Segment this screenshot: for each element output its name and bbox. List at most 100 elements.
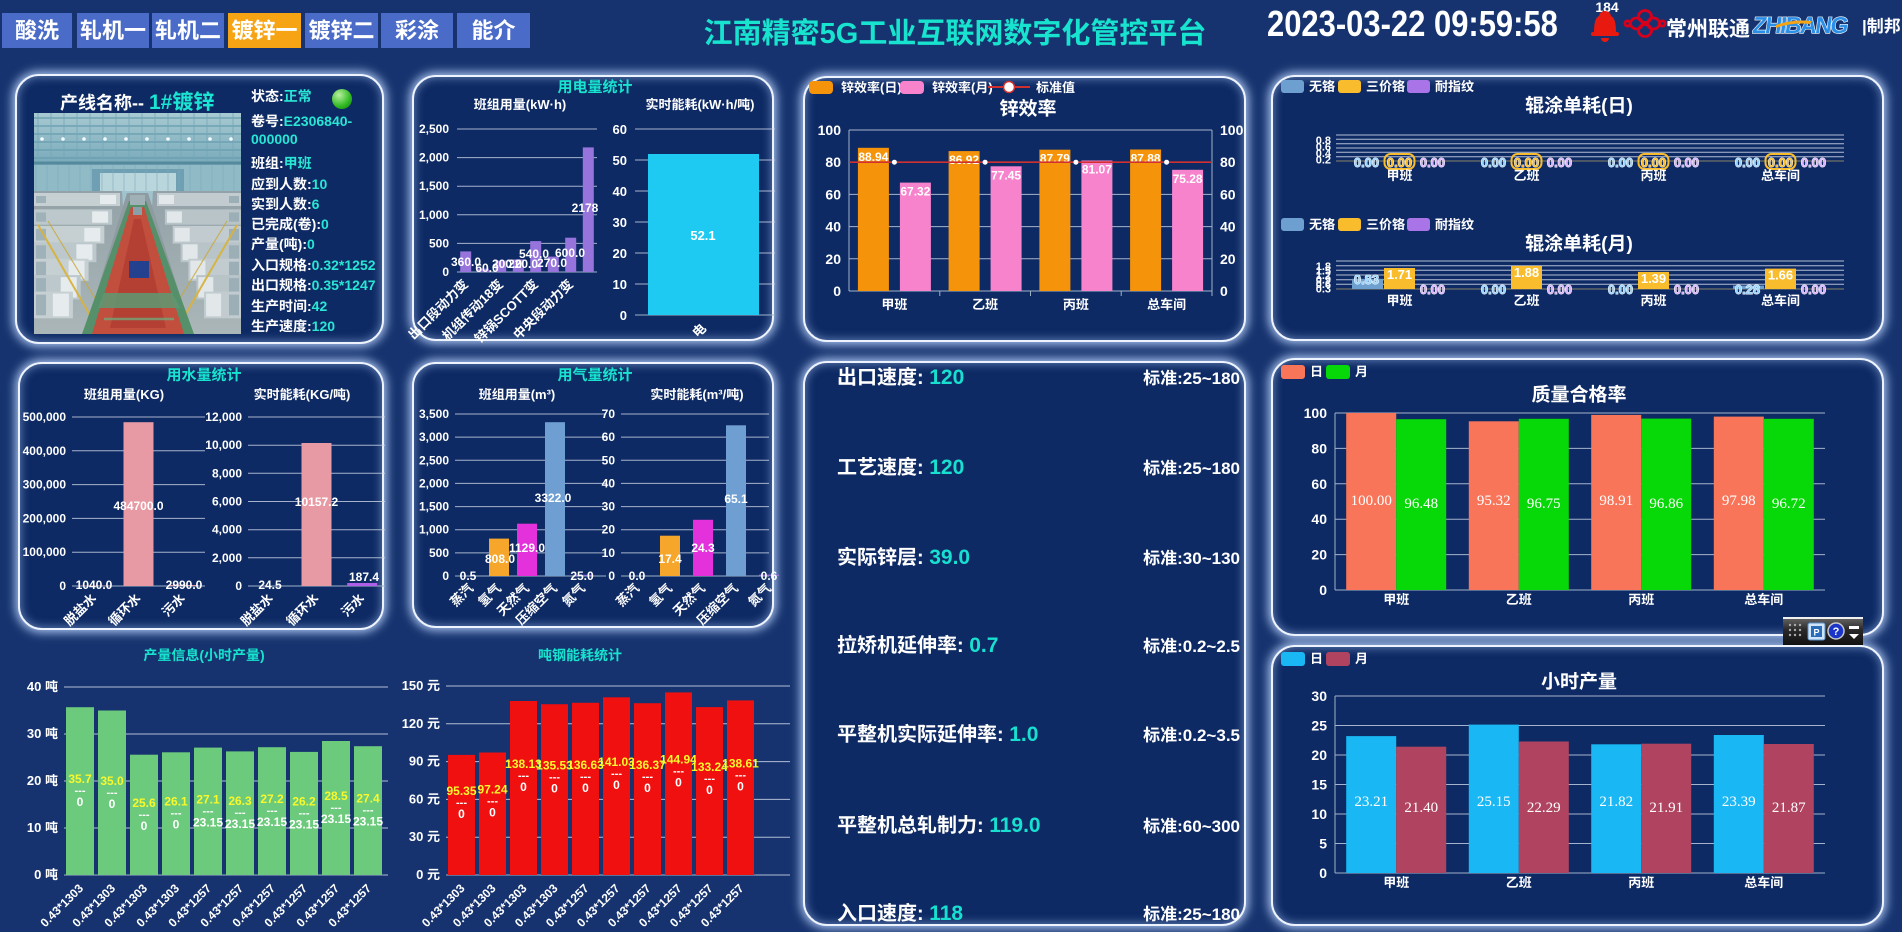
svg-text:0.00: 0.00 bbox=[1481, 282, 1506, 297]
svg-text:0: 0 bbox=[173, 818, 180, 832]
svg-text:1040.0: 1040.0 bbox=[76, 578, 113, 592]
svg-text:52.1: 52.1 bbox=[690, 228, 715, 243]
svg-text:电: 电 bbox=[689, 321, 709, 341]
svg-text:3,500: 3,500 bbox=[419, 407, 449, 421]
svg-text:23.15: 23.15 bbox=[353, 815, 383, 829]
svg-text:蒸汽: 蒸汽 bbox=[613, 581, 642, 610]
svg-text:20: 20 bbox=[1220, 251, 1236, 267]
svg-text:500: 500 bbox=[429, 546, 449, 560]
svg-text:总车间: 总车间 bbox=[1147, 297, 1186, 312]
svg-text:500: 500 bbox=[429, 236, 449, 250]
svg-text:0: 0 bbox=[1319, 582, 1327, 598]
svg-text:辊涂单耗(月): 辊涂单耗(月) bbox=[1525, 233, 1633, 255]
svg-text:0: 0 bbox=[235, 579, 242, 593]
svg-text:30 吨: 30 吨 bbox=[27, 726, 58, 741]
svg-text:30: 30 bbox=[602, 500, 616, 514]
svg-text:实时能耗(kW·h/吨): 实时能耗(kW·h/吨) bbox=[645, 97, 754, 112]
svg-text:1.2: 1.2 bbox=[1316, 270, 1331, 282]
svg-text:97.24: 97.24 bbox=[477, 783, 507, 797]
svg-text:40: 40 bbox=[1220, 219, 1236, 235]
svg-text:100: 100 bbox=[1220, 122, 1244, 138]
svg-text:21.40: 21.40 bbox=[1404, 800, 1438, 816]
svg-text:360.0: 360.0 bbox=[451, 255, 481, 269]
svg-text:脱盐水: 脱盐水 bbox=[238, 591, 276, 629]
svg-text:0: 0 bbox=[644, 781, 651, 795]
svg-text:24.5: 24.5 bbox=[258, 578, 282, 592]
svg-text:污水: 污水 bbox=[159, 591, 188, 620]
svg-text:丙班: 丙班 bbox=[1628, 875, 1654, 890]
svg-text:70: 70 bbox=[602, 407, 616, 421]
svg-text:0.00: 0.00 bbox=[1641, 155, 1666, 170]
svg-text:100,000: 100,000 bbox=[23, 545, 67, 559]
svg-text:27.1: 27.1 bbox=[196, 792, 220, 806]
svg-text:2990.0: 2990.0 bbox=[166, 578, 203, 592]
svg-text:2,500: 2,500 bbox=[419, 122, 449, 136]
svg-text:87.88: 87.88 bbox=[1131, 152, 1161, 166]
svg-text:0: 0 bbox=[608, 569, 615, 583]
svg-text:220.0: 220.0 bbox=[508, 257, 538, 271]
svg-text:96.72: 96.72 bbox=[1772, 496, 1806, 512]
svg-text:0.00: 0.00 bbox=[1768, 155, 1793, 170]
svg-text:---: --- bbox=[203, 805, 214, 817]
svg-text:100.00: 100.00 bbox=[1351, 493, 1392, 509]
svg-text:用电量统计: 用电量统计 bbox=[557, 79, 632, 96]
svg-text:0.2: 0.2 bbox=[1316, 155, 1331, 167]
svg-text:0: 0 bbox=[620, 308, 627, 323]
svg-text:138.61: 138.61 bbox=[722, 757, 759, 771]
svg-text:96.48: 96.48 bbox=[1404, 496, 1438, 512]
svg-text:150 元: 150 元 bbox=[402, 678, 440, 693]
svg-text:0: 0 bbox=[59, 579, 66, 593]
svg-text:实时能耗(m³/吨): 实时能耗(m³/吨) bbox=[650, 387, 743, 402]
svg-text:---: --- bbox=[580, 771, 591, 783]
svg-text:27.4: 27.4 bbox=[356, 792, 380, 806]
svg-text:总车间: 总车间 bbox=[1744, 875, 1783, 890]
svg-text:138.13: 138.13 bbox=[505, 757, 542, 771]
svg-text:8,000: 8,000 bbox=[212, 466, 242, 480]
svg-text:0 元: 0 元 bbox=[416, 867, 440, 882]
svg-text:三价铬: 三价铬 bbox=[1366, 217, 1405, 232]
svg-text:日: 日 bbox=[1310, 651, 1323, 666]
svg-text:20: 20 bbox=[825, 251, 841, 267]
svg-text:136.63: 136.63 bbox=[567, 758, 604, 772]
svg-text:班组用量(kW·h): 班组用量(kW·h) bbox=[474, 97, 566, 112]
svg-text:187.4: 187.4 bbox=[349, 570, 379, 584]
svg-text:0.4: 0.4 bbox=[1316, 148, 1332, 160]
svg-text:---: --- bbox=[299, 807, 310, 819]
svg-text:80: 80 bbox=[1220, 154, 1236, 170]
svg-text:80: 80 bbox=[1311, 440, 1327, 456]
svg-text:---: --- bbox=[487, 796, 498, 808]
svg-text:---: --- bbox=[518, 770, 529, 782]
svg-text:0.00: 0.00 bbox=[1608, 155, 1633, 170]
svg-text:86.92: 86.92 bbox=[949, 153, 979, 167]
svg-text:丙班: 丙班 bbox=[1640, 168, 1666, 183]
svg-text:氮气: 氮气 bbox=[559, 581, 588, 610]
svg-text:1.71: 1.71 bbox=[1387, 267, 1412, 282]
svg-text:95.32: 95.32 bbox=[1477, 493, 1511, 509]
svg-text:75.28: 75.28 bbox=[1173, 172, 1203, 186]
svg-text:5: 5 bbox=[1319, 836, 1327, 852]
svg-text:60.0: 60.0 bbox=[475, 261, 499, 275]
svg-text:1.88: 1.88 bbox=[1514, 265, 1539, 280]
svg-text:23.39: 23.39 bbox=[1722, 794, 1756, 810]
svg-text:1.66: 1.66 bbox=[1768, 268, 1793, 283]
svg-text:班组用量(KG): 班组用量(KG) bbox=[84, 387, 164, 402]
svg-text:60: 60 bbox=[1220, 186, 1236, 202]
svg-text:40 吨: 40 吨 bbox=[27, 679, 58, 694]
svg-text:耐指纹: 耐指纹 bbox=[1435, 79, 1474, 94]
svg-text:1.39: 1.39 bbox=[1641, 271, 1666, 286]
svg-text:月: 月 bbox=[1355, 651, 1368, 666]
svg-text:---: --- bbox=[107, 787, 118, 799]
svg-text:88.94: 88.94 bbox=[858, 150, 888, 164]
svg-text:蒸汽: 蒸汽 bbox=[447, 581, 476, 610]
svg-text:20: 20 bbox=[602, 523, 616, 537]
svg-text:0: 0 bbox=[1220, 283, 1228, 299]
svg-text:23.15: 23.15 bbox=[193, 815, 223, 829]
svg-text:484700.0: 484700.0 bbox=[113, 499, 163, 513]
svg-text:1,000: 1,000 bbox=[419, 523, 449, 537]
svg-text:80: 80 bbox=[825, 154, 841, 170]
svg-text:26.3: 26.3 bbox=[228, 794, 252, 808]
svg-text:---: --- bbox=[75, 785, 86, 797]
svg-text:?: ? bbox=[1833, 626, 1840, 638]
svg-text:3,000: 3,000 bbox=[419, 430, 449, 444]
svg-text:135.53: 135.53 bbox=[536, 759, 573, 773]
